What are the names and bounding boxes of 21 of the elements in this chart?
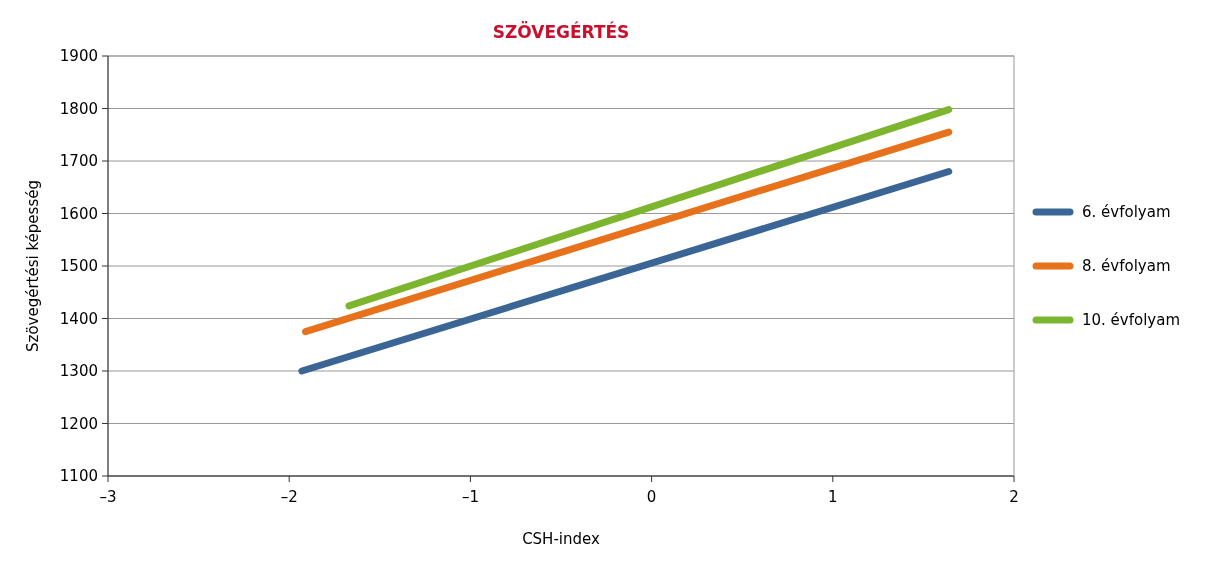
legend-label: 6. évfolyam [1082,203,1171,222]
y-tick-label: 1500 [59,257,98,276]
legend-label: 8. évfolyam [1082,257,1171,276]
legend-label: 10. évfolyam [1082,311,1181,330]
x-tick-label: –2 [280,488,298,506]
y-tick-label: 1900 [59,47,98,66]
x-tick-label: –3 [99,488,117,506]
x-tick-label: 0 [646,488,657,506]
y-tick-label: 1300 [59,362,98,381]
x-tick-label: 2 [1009,488,1019,506]
y-tick-label: 1700 [59,152,98,171]
y-tick-label: 1100 [59,467,98,486]
y-tick-label: 1600 [59,204,98,223]
y-tick-label: 1800 [59,99,98,118]
x-tick-label: 1 [828,488,838,506]
y-tick-label: 1200 [59,414,98,433]
y-axis-title: Szövegértési képesség [24,180,42,352]
x-tick-label: –1 [461,488,479,506]
y-tick-label: 1400 [59,309,98,328]
chart-title: SZÖVEGÉRTÉS [492,21,630,42]
x-axis-title: CSH-index [522,530,600,548]
